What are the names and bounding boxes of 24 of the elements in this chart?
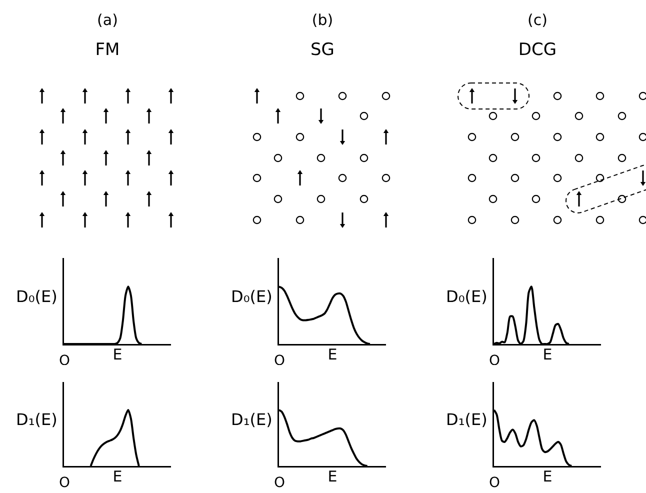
y-axis-title: D₁(E) (446, 410, 488, 429)
x-axis-title: E (542, 346, 552, 364)
y-axis-title: D₀(E) (231, 287, 272, 306)
text: O (274, 353, 286, 369)
chart-title: (b) (310, 11, 334, 29)
chart-subtitle: FM (94, 40, 121, 60)
text: O (274, 475, 286, 491)
y-axis-title: D₁(E) (16, 410, 58, 429)
chart-subtitle: DCG (517, 40, 558, 60)
chart-title: (a) (96, 11, 119, 29)
x-axis-title: E (112, 468, 122, 486)
x-axis-title: E (112, 346, 122, 364)
y-axis-title: D₁(E) (231, 410, 272, 429)
x-axis-title: E (328, 346, 338, 364)
text: O (489, 475, 500, 491)
chart-title: (c) (526, 11, 548, 29)
text: O (489, 353, 500, 369)
y-axis-title: D₀(E) (446, 287, 488, 306)
y-axis-title: D₀(E) (16, 287, 58, 306)
x-axis-title: E (328, 468, 338, 486)
text: O (59, 475, 70, 491)
text: O (59, 353, 70, 369)
chart-subtitle: SG (310, 40, 336, 60)
x-axis-title: E (542, 468, 552, 486)
